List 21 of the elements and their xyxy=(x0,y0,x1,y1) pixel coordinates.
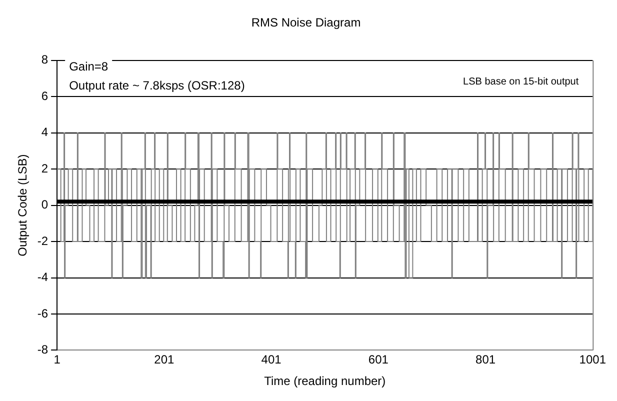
annotation: Gain=8 xyxy=(69,60,108,74)
y-tick-label: 8 xyxy=(41,52,48,67)
x-tick-label: 1001 xyxy=(579,352,606,367)
chart-title: RMS Noise Diagram xyxy=(251,16,361,30)
x-tick-label: 801 xyxy=(476,352,496,367)
y-tick-label: -4 xyxy=(37,270,48,284)
y-tick-label: 6 xyxy=(41,88,48,103)
y-tick-label: -8 xyxy=(37,342,48,357)
y-tick-label: 4 xyxy=(41,125,48,140)
x-tick-label: 601 xyxy=(368,352,389,367)
x-tick-label: 1 xyxy=(54,352,61,367)
x-tick-label: 201 xyxy=(154,352,175,367)
annotation: Output rate ~ 7.8ksps (OSR:128) xyxy=(69,78,245,93)
y-tick-label: 2 xyxy=(41,161,48,176)
y-axis-title: Output Code (LSB) xyxy=(16,154,30,256)
annotation: LSB base on 15-bit output xyxy=(463,76,579,88)
x-tick-label: 401 xyxy=(261,352,282,367)
y-tick-label: -2 xyxy=(37,234,48,248)
y-tick-label: -6 xyxy=(37,306,48,320)
y-tick-label: 0 xyxy=(41,198,48,212)
x-axis-title: Time (reading number) xyxy=(264,374,386,388)
